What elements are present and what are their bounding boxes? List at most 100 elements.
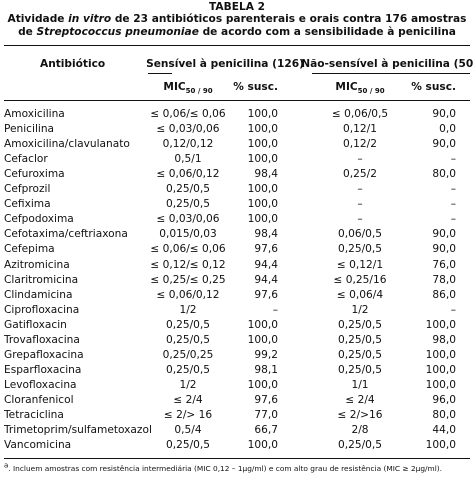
antibiotic-cell: Trimetoprim/sulfametoxazol <box>4 424 152 437</box>
mic-cell: 0,5/1 <box>174 153 202 166</box>
mic-cell: ≤ 0,06/≤ 0,06 <box>150 243 226 256</box>
susc-cell: 94,4 <box>254 273 278 286</box>
mic-cell: ≤ 0,12/≤ 0,12 <box>150 258 226 271</box>
antibiotic-cell: Grepafloxacina <box>4 348 84 361</box>
susc-cell: 98,4 <box>254 228 278 241</box>
susc-cell: 100,0 <box>247 183 278 196</box>
caption-text: Atividade <box>7 13 69 25</box>
mic-cell: 0,25/2 <box>343 168 377 181</box>
susc-cell: 100,0 <box>425 363 456 376</box>
caption-text: de <box>18 26 37 38</box>
mic-cell: – <box>357 213 363 226</box>
susc-cell: 100,0 <box>247 333 278 346</box>
mic-cell: ≤ 2/> 16 <box>163 409 213 421</box>
caption-text: de acordo com a sensibilidade à penicili… <box>198 26 456 38</box>
antibiotic-cell: Amoxicilina/clavulanato <box>4 138 130 151</box>
antibiotic-cell: Gatifloxacin <box>4 318 67 331</box>
susc-cell: 90,0 <box>432 243 456 256</box>
antibiotic-cell: Cefprozil <box>4 183 51 196</box>
antibiotic-cell: Vancomicina <box>4 439 72 452</box>
susc-cell: 80,0 <box>432 168 456 181</box>
group-header-text: Não-sensível à penicilina (50) <box>301 58 474 70</box>
mic-sub: 50 / 90 <box>357 87 385 96</box>
susc-cell: – <box>272 303 278 316</box>
column-header: MIC50 / 90 <box>335 80 385 96</box>
column-header: % susc. <box>411 81 456 93</box>
susc-cell: 100,0 <box>247 123 278 136</box>
antibiotic-cell: Cefepima <box>4 243 55 256</box>
mic-cell: ≤ 0,06/≤ 0,06 <box>150 108 226 120</box>
antibiotic-cell: Cefuroxima <box>4 168 65 181</box>
antibiotic-cell: Claritromicina <box>4 273 79 286</box>
mic-cell: ≤ 2/4 <box>173 393 203 406</box>
mic-cell: ≤ 0,25/≤ 0,25 <box>150 273 226 286</box>
column-header: MIC50 / 90 <box>163 80 212 95</box>
susc-cell: 97,6 <box>254 288 278 301</box>
mic-cell: 1/2 <box>179 303 197 316</box>
antibiotic-cell: Tetraciclina <box>4 409 64 421</box>
mic-cell: 0,25/0,5 <box>337 333 383 346</box>
mic-cell: – <box>357 153 363 166</box>
susc-cell: 77,0 <box>254 409 278 421</box>
column-header: Antibiótico <box>40 58 106 70</box>
susc-cell: 76,0 <box>432 258 456 271</box>
mic-cell: 0,25/0,5 <box>337 243 383 256</box>
mic-cell: 0,25/0,5 <box>337 439 383 452</box>
susc-cell: 100,0 <box>247 213 278 226</box>
susc-cell: 100,0 <box>425 348 456 361</box>
antibiotic-cell: Ciprofloxacina <box>4 303 80 316</box>
mic-cell: 0,25/0,5 <box>165 318 211 331</box>
footnote-text: . Incluem amostras com resistência inter… <box>8 464 443 473</box>
mic-cell: 0,12/0,12 <box>162 138 214 151</box>
susc-cell: 100,0 <box>247 138 278 151</box>
susc-cell: 98,1 <box>254 363 278 376</box>
susc-cell: 96,0 <box>432 393 456 406</box>
mic-cell: 0,25/0,5 <box>165 363 211 376</box>
mic-cell: ≤ 0,06/0,12 <box>156 288 220 301</box>
mic-cell: ≤ 2/4 <box>345 393 375 406</box>
susc-cell: 100,0 <box>247 318 278 331</box>
susc-cell: – <box>450 213 456 226</box>
susc-cell: 98,0 <box>432 333 456 346</box>
susc-cell: 94,4 <box>254 258 278 271</box>
susc-cell: 100,0 <box>425 439 456 452</box>
antibiotic-cell: Cefixima <box>4 198 51 211</box>
table-label: TABELA 2 <box>209 1 265 13</box>
mic-cell: 0,25/0,5 <box>165 439 211 452</box>
antibiotic-cell: Penicilina <box>4 123 55 136</box>
group-header: Sensível à penicilina (126) <box>146 58 304 70</box>
caption-line: Atividade in vitro de 23 antibióticos pa… <box>8 12 467 26</box>
susc-cell: 44,0 <box>432 424 456 437</box>
mic-cell: ≤ 0,06/0,12 <box>156 168 220 181</box>
rule <box>4 458 470 459</box>
mic-cell: 1/2 <box>351 303 369 316</box>
mic-cell: – <box>357 183 363 196</box>
mic-cell: 0,25/0,5 <box>165 333 211 346</box>
rule <box>4 100 470 101</box>
note-mark: a <box>4 461 9 470</box>
mic-cell: – <box>357 198 363 211</box>
rule <box>4 45 470 46</box>
caption-text: de 23 antibióticos parenterais e orais c… <box>111 13 467 25</box>
susc-cell: 100,0 <box>247 439 278 452</box>
antibiotic-cell: Cloranfenicol <box>4 393 74 406</box>
susc-cell: – <box>450 198 456 211</box>
mic-cell: ≤ 0,06/4 <box>336 288 384 301</box>
mic-cell: ≤ 0,06/0,5 <box>331 108 389 120</box>
mic-cell: 0,25/0,5 <box>337 318 383 331</box>
mic-label: MIC <box>163 81 186 93</box>
antibiotic-cell: Clindamicina <box>4 288 73 301</box>
susc-cell: 97,6 <box>254 243 278 256</box>
mic-cell: 0,25/0,25 <box>162 348 214 361</box>
susc-cell: 90,0 <box>432 228 456 241</box>
mic-cell: 0,06/0,5 <box>337 228 383 241</box>
antibiotic-cell: Amoxicilina <box>4 108 65 120</box>
mic-cell: 0,5/4 <box>174 424 202 437</box>
susc-cell: 100,0 <box>425 318 456 331</box>
susc-cell: – <box>450 153 456 166</box>
rule <box>312 73 470 74</box>
antibiotic-cell: Esparfloxacina <box>4 363 82 376</box>
susc-cell: 90,0 <box>432 108 456 120</box>
susc-cell: 100,0 <box>425 378 456 391</box>
mic-cell: ≤ 0,03/0,06 <box>156 123 220 136</box>
